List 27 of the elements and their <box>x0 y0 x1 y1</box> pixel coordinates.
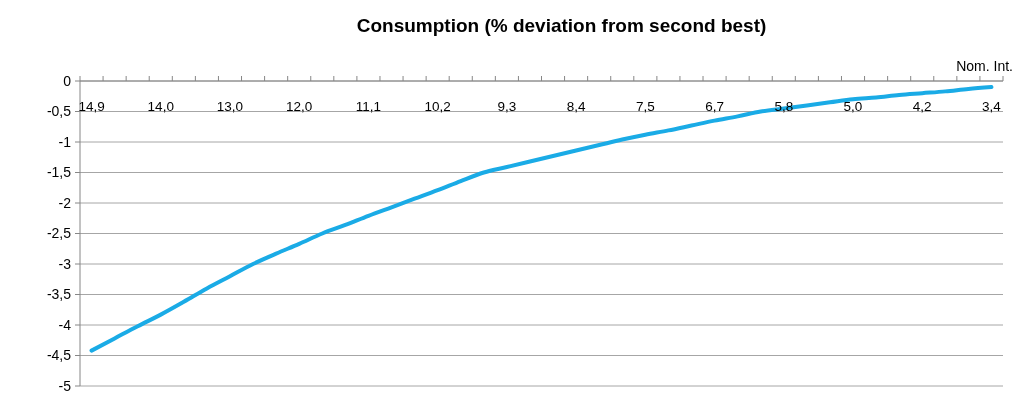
x-axis-title: Nom. Int. <box>956 58 1013 74</box>
chart-title: Consumption (% deviation from second best) <box>356 15 767 36</box>
x-tick-label: 14,9 <box>78 99 105 114</box>
x-tick-label: 6,7 <box>705 99 724 114</box>
x-tick-label: 12,0 <box>286 99 313 114</box>
x-tick-label: 10,2 <box>424 99 451 114</box>
x-tick-label: 5,8 <box>774 99 794 114</box>
y-tick-label: -3,5 <box>46 286 72 303</box>
y-tick-label: -3 <box>58 255 72 272</box>
x-tick-label: 5,0 <box>843 99 863 114</box>
y-tick-label: -5 <box>58 377 72 394</box>
y-tick-label: -4,5 <box>46 347 72 364</box>
x-tick-label: 11,1 <box>355 99 382 114</box>
x-tick-label: 3,4 <box>982 99 1002 114</box>
x-tick-label: 4,2 <box>912 99 932 114</box>
x-tick-label: 13,0 <box>216 99 244 114</box>
y-tick-label: -1 <box>58 133 72 150</box>
x-tick-label: 8,4 <box>566 99 586 114</box>
y-tick-label: -2 <box>58 194 72 211</box>
y-tick-label: -0,5 <box>46 103 72 120</box>
y-tick-label: -1,5 <box>46 164 72 181</box>
y-tick-label: 0 <box>63 72 72 89</box>
x-tick-label: 14,0 <box>147 99 174 114</box>
x-tick-label: 7,5 <box>635 99 655 114</box>
x-tick-label: 9,3 <box>497 99 517 114</box>
y-tick-label: -4 <box>58 316 72 333</box>
y-tick-label: -2,5 <box>46 225 72 242</box>
